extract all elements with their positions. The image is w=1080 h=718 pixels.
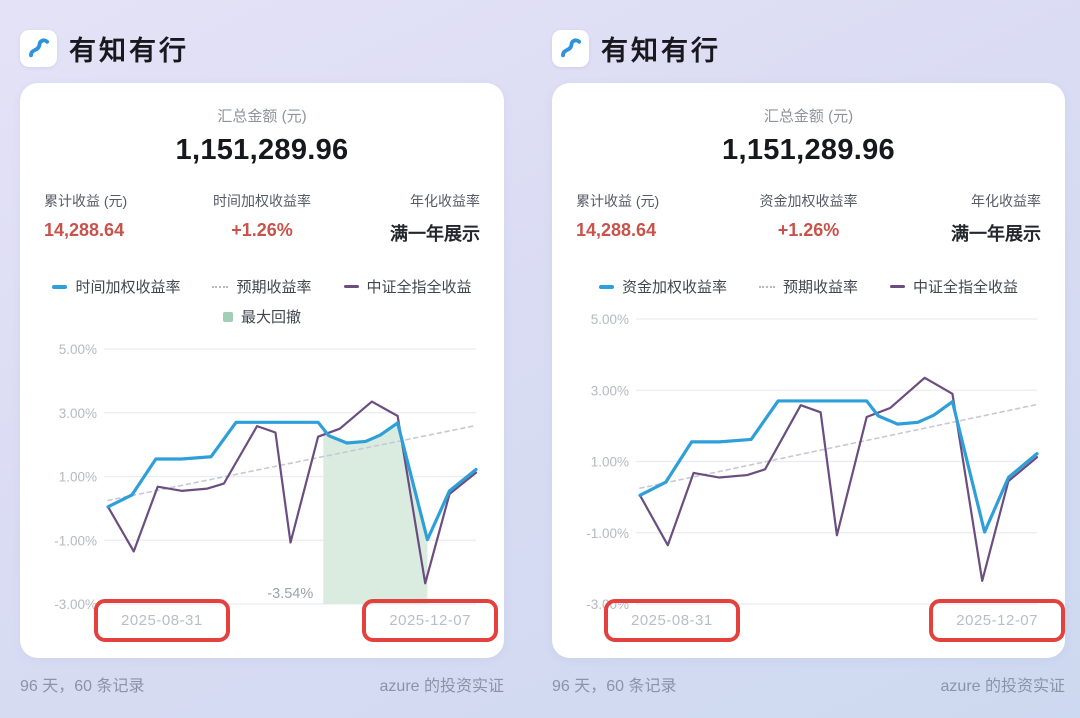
stats-row: 累计收益 (元) 14,288.64 时间加权收益率 +1.26% 年化收益率 … — [44, 191, 480, 246]
blue-line-marker-icon — [598, 284, 614, 289]
dotted-line-marker-icon — [212, 285, 229, 288]
brand-header: 有知有行 — [20, 0, 504, 68]
legend-item-expected-return[interactable]: 预期收益率 — [758, 276, 858, 297]
svg-text:-1.00%: -1.00% — [586, 526, 629, 541]
brand-name: 有知有行 — [601, 36, 721, 67]
start-date-annotation: 2025-08-31 — [94, 599, 230, 642]
stat-label: 年化收益率 — [971, 193, 1041, 209]
end-date-annotation: 2025-12-07 — [929, 599, 1065, 642]
legend-item-csi-index[interactable]: 中证全指全收益 — [343, 276, 472, 297]
stat-value: +1.26% — [777, 220, 840, 240]
stat-cumulative-return: 累计收益 (元) 14,288.64 — [44, 191, 189, 246]
svg-text:3.00%: 3.00% — [591, 383, 629, 398]
stat-value: 14,288.64 — [576, 220, 657, 240]
returns-chart[interactable]: 5.00% 3.00% 1.00% -1.00% -3.00% — [576, 307, 1041, 612]
stats-row: 累计收益 (元) 14,288.64 资金加权收益率 +1.26% 年化收益率 … — [576, 191, 1041, 246]
stat-value: 14,288.64 — [44, 220, 125, 240]
legend-item-time-weighted[interactable]: 时间加权收益率 — [52, 276, 180, 297]
blue-line-marker-icon — [52, 284, 68, 289]
stat-label: 年化收益率 — [409, 193, 480, 209]
brand-header: 有知有行 — [552, 0, 1065, 68]
legend-row: 时间加权收益率 预期收益率 中证全指全收益 — [44, 276, 480, 297]
stat-label: 累计收益 (元) — [576, 193, 660, 209]
summary-amount-label: 汇总金额 (元) — [763, 108, 854, 125]
owner-caption: azure 的投资实证 — [379, 678, 504, 695]
legend-label: 最大回撤 — [240, 309, 301, 326]
legend-item-csi-index[interactable]: 中证全指全收益 — [890, 276, 1018, 297]
panel-time-weighted: 有知有行 汇总金额 (元) 1,151,289.96 累计收益 (元) 14,2… — [20, 0, 504, 718]
start-date-annotation: 2025-08-31 — [604, 599, 740, 642]
svg-text:1.00%: 1.00% — [59, 470, 97, 485]
chart-legend: 时间加权收益率 预期收益率 中证全指全收益 最大回撤 — [44, 276, 480, 327]
stat-money-weighted-rate: 资金加权收益率 +1.26% — [731, 191, 886, 246]
svg-text:-1.00%: -1.00% — [54, 533, 97, 548]
legend-label: 资金加权收益率 — [621, 279, 727, 296]
stat-label: 资金加权收益率 — [759, 193, 858, 209]
stat-time-weighted-rate: 时间加权收益率 +1.26% — [189, 191, 334, 246]
summary-amount-value: 1,151,289.96 — [175, 134, 349, 166]
svg-text:-3.54%: -3.54% — [267, 586, 313, 602]
stat-annualized-rate: 年化收益率 满一年展示 — [335, 191, 480, 246]
legend-label: 中证全指全收益 — [913, 279, 1019, 296]
summary-amount-label: 汇总金额 (元) — [217, 108, 307, 125]
date-range-row: 2025-08-31 2025-12-07 — [94, 599, 498, 642]
owner-caption: azure 的投资实证 — [940, 678, 1065, 695]
green-square-marker-icon — [222, 311, 233, 322]
legend-label: 预期收益率 — [782, 279, 858, 296]
youzhiyouxing-logo-icon — [20, 30, 57, 67]
record-count: 96 天，60 条记录 — [552, 678, 677, 695]
legend-label: 中证全指全收益 — [366, 279, 472, 296]
stat-value: 满一年展示 — [951, 224, 1041, 244]
legend-row: 资金加权收益率 预期收益率 中证全指全收益 — [576, 276, 1041, 297]
returns-chart-svg: 5.00%3.00%1.00%-1.00%-3.00% — [586, 312, 1039, 612]
footer: 96 天，60 条记录 azure 的投资实证 — [20, 672, 504, 718]
stat-value: +1.26% — [231, 220, 293, 240]
legend-label: 时间加权收益率 — [75, 279, 181, 296]
record-count: 96 天，60 条记录 — [20, 678, 145, 695]
summary-card-time-weighted: 汇总金额 (元) 1,151,289.96 累计收益 (元) 14,288.64… — [20, 83, 504, 658]
legend-label: 预期收益率 — [236, 279, 312, 296]
purple-line-marker-icon — [343, 285, 359, 288]
end-date-annotation: 2025-12-07 — [362, 599, 498, 642]
date-range-row: 2025-08-31 2025-12-07 — [604, 599, 1065, 642]
svg-text:1.00%: 1.00% — [591, 455, 629, 470]
stat-label: 累计收益 (元) — [44, 193, 128, 209]
dotted-line-marker-icon — [758, 285, 775, 288]
panel-money-weighted: 有知有行 汇总金额 (元) 1,151,289.96 累计收益 (元) 14,2… — [540, 0, 1080, 718]
legend-item-money-weighted[interactable]: 资金加权收益率 — [598, 276, 727, 297]
summary-card-money-weighted: 汇总金额 (元) 1,151,289.96 累计收益 (元) 14,288.64… — [552, 83, 1065, 658]
brand-name: 有知有行 — [69, 36, 189, 67]
chart-legend: 资金加权收益率 预期收益率 中证全指全收益 — [576, 276, 1041, 297]
svg-text:5.00%: 5.00% — [59, 342, 97, 357]
youzhiyouxing-logo-icon — [552, 30, 589, 67]
purple-line-marker-icon — [890, 285, 905, 288]
svg-text:5.00%: 5.00% — [591, 312, 629, 327]
legend-item-max-drawdown[interactable]: 最大回撤 — [222, 306, 301, 327]
svg-text:-3.00%: -3.00% — [54, 597, 97, 612]
legend-item-expected-return[interactable]: 预期收益率 — [212, 276, 312, 297]
stat-value: 满一年展示 — [389, 224, 480, 244]
legend-row: 最大回撤 — [44, 306, 480, 327]
summary-amount-value: 1,151,289.96 — [722, 134, 895, 166]
returns-chart-svg: 5.00% 3.00% 1.00% -1.00% -3.00% -3.54% — [54, 342, 478, 612]
stat-cumulative-return: 累计收益 (元) 14,288.64 — [576, 191, 731, 246]
stat-annualized-rate: 年化收益率 满一年展示 — [886, 191, 1041, 246]
returns-chart[interactable]: 5.00% 3.00% 1.00% -1.00% -3.00% -3.54% — [44, 337, 480, 612]
stat-label: 时间加权收益率 — [212, 193, 311, 209]
footer: 96 天，60 条记录 azure 的投资实证 — [552, 672, 1065, 718]
svg-text:3.00%: 3.00% — [59, 406, 97, 421]
